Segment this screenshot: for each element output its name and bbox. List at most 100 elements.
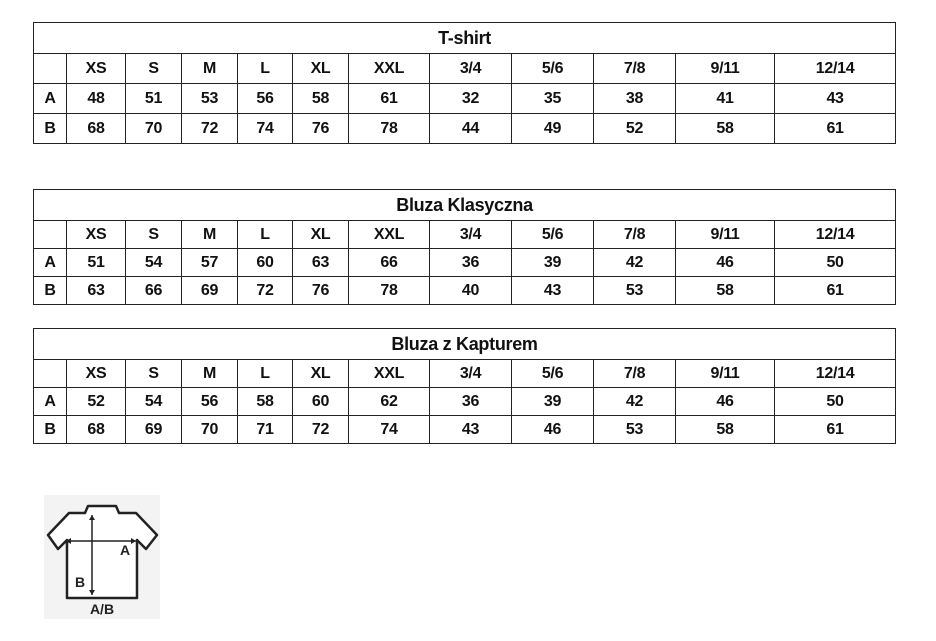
measurement-cell: 61 bbox=[773, 276, 897, 305]
row-label: B bbox=[33, 113, 67, 144]
measurement-cell: 36 bbox=[429, 387, 512, 416]
size-header-row: XS S M L XL XXL 3/4 5/6 7/8 9/11 12/14 bbox=[33, 53, 897, 84]
size-header: 9/11 bbox=[675, 359, 775, 388]
measurement-cell: 42 bbox=[593, 387, 676, 416]
measurement-cell: 72 bbox=[237, 276, 293, 305]
measurement-cell: 63 bbox=[66, 276, 126, 305]
measurement-cell: 66 bbox=[348, 248, 430, 277]
size-header: S bbox=[125, 220, 182, 249]
measurement-cell: 43 bbox=[429, 415, 512, 444]
size-header: XXL bbox=[348, 359, 430, 388]
table-title: Bluza z Kapturem bbox=[32, 328, 897, 360]
size-header: XS bbox=[66, 53, 126, 84]
tshirt-measurement-icon: A B A/B bbox=[44, 495, 160, 619]
size-header: 9/11 bbox=[675, 220, 775, 249]
measurement-cell: 50 bbox=[773, 248, 897, 277]
measurement-cell: 54 bbox=[125, 387, 182, 416]
measurement-cell: 43 bbox=[773, 83, 897, 114]
size-header: 7/8 bbox=[593, 220, 676, 249]
size-header: XL bbox=[292, 220, 349, 249]
measurement-cell: 56 bbox=[237, 83, 293, 114]
table-title: Bluza Klasyczna bbox=[32, 189, 897, 221]
measurement-cell: 48 bbox=[66, 83, 126, 114]
measurement-cell: 44 bbox=[429, 113, 512, 144]
size-header: S bbox=[125, 359, 182, 388]
measurement-cell: 52 bbox=[66, 387, 126, 416]
measurement-cell: 36 bbox=[429, 248, 512, 277]
row-label: B bbox=[33, 415, 67, 444]
measurement-cell: 68 bbox=[66, 415, 126, 444]
measurement-cell: 61 bbox=[773, 415, 897, 444]
size-header: M bbox=[181, 53, 238, 84]
measurement-cell: 58 bbox=[292, 83, 349, 114]
bluza-klasyczna-size-table: Bluza Klasyczna XS S M L XL XXL 3/4 5/6 7/8 9/11 12… bbox=[32, 189, 897, 305]
measurement-cell: 70 bbox=[125, 113, 182, 144]
size-header: 5/6 bbox=[511, 220, 594, 249]
size-header: M bbox=[181, 220, 238, 249]
measurement-cell: 69 bbox=[181, 276, 238, 305]
table-row: B 68 69 70 71 72 74 43 46 53 58 61 bbox=[33, 415, 897, 444]
measurement-cell: 56 bbox=[181, 387, 238, 416]
size-header: M bbox=[181, 359, 238, 388]
label-a: A bbox=[120, 542, 130, 558]
measurement-cell: 69 bbox=[125, 415, 182, 444]
corner-cell bbox=[33, 220, 67, 249]
size-header: 7/8 bbox=[593, 359, 676, 388]
size-header: 3/4 bbox=[429, 220, 512, 249]
measurement-cell: 46 bbox=[675, 387, 775, 416]
measurement-cell: 51 bbox=[125, 83, 182, 114]
measurement-cell: 52 bbox=[593, 113, 676, 144]
measurement-cell: 66 bbox=[125, 276, 182, 305]
measurement-cell: 32 bbox=[429, 83, 512, 114]
measurement-cell: 39 bbox=[511, 387, 594, 416]
measurement-cell: 78 bbox=[348, 113, 430, 144]
measurement-cell: 63 bbox=[292, 248, 349, 277]
measurement-cell: 41 bbox=[675, 83, 775, 114]
measurement-cell: 54 bbox=[125, 248, 182, 277]
size-header-row: XS S M L XL XXL 3/4 5/6 7/8 9/11 12/14 bbox=[33, 359, 897, 388]
title-row: T-shirt bbox=[32, 22, 897, 54]
measurement-cell: 58 bbox=[675, 276, 775, 305]
size-header: L bbox=[237, 220, 293, 249]
row-label: A bbox=[33, 387, 67, 416]
measurement-cell: 35 bbox=[511, 83, 594, 114]
size-header: S bbox=[125, 53, 182, 84]
measurement-cell: 42 bbox=[593, 248, 676, 277]
size-header: 3/4 bbox=[429, 53, 512, 84]
measurement-cell: 57 bbox=[181, 248, 238, 277]
corner-cell bbox=[33, 359, 67, 388]
measurement-cell: 46 bbox=[675, 248, 775, 277]
table-row: A 48 51 53 56 58 61 32 35 38 41 43 bbox=[33, 83, 897, 114]
label-b: B bbox=[75, 574, 85, 590]
title-row: Bluza Klasyczna bbox=[32, 189, 897, 221]
size-header: 9/11 bbox=[675, 53, 775, 84]
measurement-cell: 61 bbox=[773, 113, 897, 144]
measurement-cell: 72 bbox=[181, 113, 238, 144]
row-label: B bbox=[33, 276, 67, 305]
table-row: B 63 66 69 72 76 78 40 43 53 58 61 bbox=[33, 276, 897, 305]
measurement-cell: 68 bbox=[66, 113, 126, 144]
size-header: 12/14 bbox=[773, 53, 897, 84]
measurement-cell: 76 bbox=[292, 276, 349, 305]
measurement-cell: 58 bbox=[237, 387, 293, 416]
row-label: A bbox=[33, 83, 67, 114]
diagram-caption: A/B bbox=[90, 601, 114, 617]
measurement-cell: 51 bbox=[66, 248, 126, 277]
measurement-cell: 62 bbox=[348, 387, 430, 416]
measurement-cell: 39 bbox=[511, 248, 594, 277]
size-header: 12/14 bbox=[773, 359, 897, 388]
measurement-cell: 58 bbox=[675, 113, 775, 144]
size-header-row: XS S M L XL XXL 3/4 5/6 7/8 9/11 12/14 bbox=[33, 220, 897, 249]
size-header: 12/14 bbox=[773, 220, 897, 249]
bluza-z-kapturem-size-table: Bluza z Kapturem XS S M L XL XXL 3/4 5/6 7/8 9/11 1… bbox=[32, 328, 897, 444]
measurement-cell: 38 bbox=[593, 83, 676, 114]
measurement-cell: 60 bbox=[292, 387, 349, 416]
measurement-cell: 58 bbox=[675, 415, 775, 444]
corner-cell bbox=[33, 53, 67, 84]
tshirt-size-table: T-shirt XS S M L XL XXL 3/4 5/6 7/8 9/11 12/14 A 48 51… bbox=[32, 22, 897, 144]
measurement-cell: 60 bbox=[237, 248, 293, 277]
table-title: T-shirt bbox=[32, 22, 897, 54]
measurement-cell: 49 bbox=[511, 113, 594, 144]
size-header: XL bbox=[292, 359, 349, 388]
size-header: 5/6 bbox=[511, 53, 594, 84]
